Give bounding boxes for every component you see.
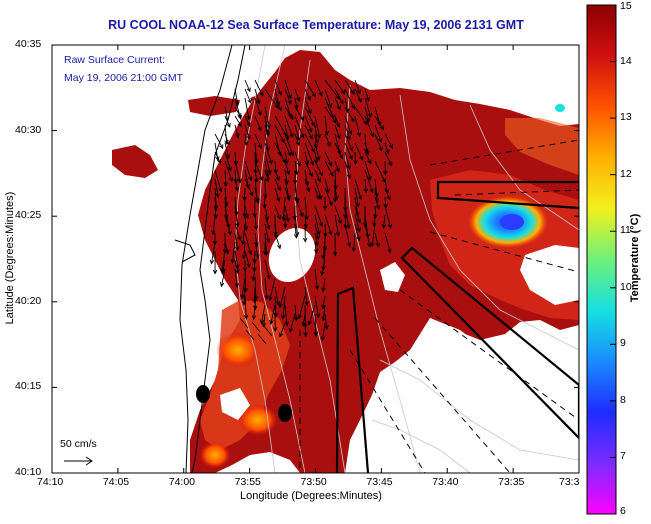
colorbar-tick-label: 13 — [620, 111, 632, 123]
map-title: RU COOL NOAA-12 Sea Surface Temperature:… — [52, 18, 580, 32]
buoy-east — [278, 404, 292, 422]
colorbar-tick-label: 9 — [620, 337, 626, 349]
legend-line-1: Raw Surface Current: — [64, 54, 165, 66]
colorbar-tick-label: 7 — [620, 450, 626, 462]
x-tick-label: 73:45 — [366, 476, 392, 488]
sst-warm-spot-3 — [199, 441, 231, 469]
y-tick-label: 40:10 — [15, 466, 41, 478]
colorbar-tick-label: 11 — [620, 224, 631, 236]
x-tick-label: 73:50 — [301, 476, 327, 488]
colorbar-tick-label: 10 — [620, 281, 632, 293]
colorbar — [587, 5, 616, 514]
x-tick-label: 74:05 — [103, 476, 129, 488]
x-tick-label: 73:35 — [498, 476, 524, 488]
current-vector — [385, 161, 386, 175]
x-tick-label: 74:00 — [169, 476, 195, 488]
sst-cool-speck — [555, 104, 565, 112]
scale-label: 50 cm/s — [60, 438, 97, 450]
x-tick-label: 73:40 — [432, 476, 458, 488]
buoy-west — [196, 385, 210, 403]
x-tick-label: 73:55 — [235, 476, 261, 488]
sst-cool-core — [500, 214, 524, 230]
sst-warm-spot — [216, 332, 260, 368]
y-tick-label: 40:15 — [15, 380, 41, 392]
y-axis-label: Latitude (Degrees:Minutes) — [4, 168, 16, 348]
colorbar-label: Temperature (°C) — [629, 183, 641, 333]
colorbar-tick-label: 8 — [620, 394, 626, 406]
x-axis-label: Longitude (Degrees:Minutes) — [240, 490, 382, 502]
colorbar-tick-label: 14 — [620, 55, 632, 67]
x-tick-label: 73:3 — [559, 476, 579, 488]
colorbar-tick-label: 15 — [620, 0, 632, 12]
y-tick-label: 40:20 — [15, 295, 41, 307]
colorbar-tick-label: 6 — [620, 505, 626, 517]
y-tick-label: 40:35 — [15, 38, 41, 50]
colorbar-tick-label: 12 — [620, 168, 632, 180]
y-tick-label: 40:25 — [15, 209, 41, 221]
y-tick-label: 40:30 — [15, 124, 41, 136]
legend-line-2: May 19, 2006 21:00 GMT — [64, 72, 183, 84]
